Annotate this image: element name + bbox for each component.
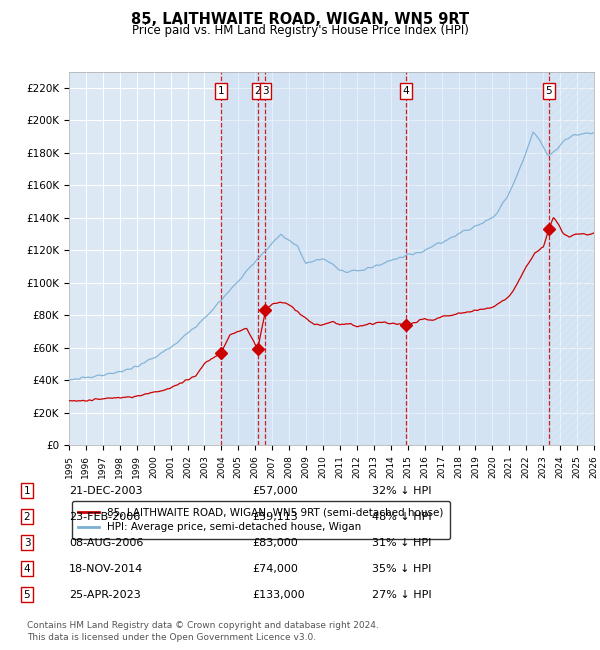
Text: 25-APR-2023: 25-APR-2023 bbox=[69, 590, 141, 600]
Text: Contains HM Land Registry data © Crown copyright and database right 2024.
This d: Contains HM Land Registry data © Crown c… bbox=[27, 621, 379, 642]
Text: 4: 4 bbox=[23, 564, 31, 574]
Bar bbox=[221, 72, 548, 445]
Text: 21-DEC-2003: 21-DEC-2003 bbox=[69, 486, 143, 496]
Text: 5: 5 bbox=[23, 590, 31, 600]
Text: 18-NOV-2014: 18-NOV-2014 bbox=[69, 564, 143, 574]
Text: 08-AUG-2006: 08-AUG-2006 bbox=[69, 538, 143, 548]
Text: £59,113: £59,113 bbox=[252, 512, 298, 522]
Text: 3: 3 bbox=[23, 538, 31, 548]
Bar bbox=[548, 72, 594, 445]
Text: 27% ↓ HPI: 27% ↓ HPI bbox=[372, 590, 431, 600]
Text: 85, LAITHWAITE ROAD, WIGAN, WN5 9RT: 85, LAITHWAITE ROAD, WIGAN, WN5 9RT bbox=[131, 12, 469, 27]
Text: 1: 1 bbox=[23, 486, 31, 496]
Text: 48% ↓ HPI: 48% ↓ HPI bbox=[372, 512, 431, 522]
Text: 31% ↓ HPI: 31% ↓ HPI bbox=[372, 538, 431, 548]
Text: 23-FEB-2006: 23-FEB-2006 bbox=[69, 512, 140, 522]
Text: 5: 5 bbox=[545, 86, 552, 96]
Text: Price paid vs. HM Land Registry's House Price Index (HPI): Price paid vs. HM Land Registry's House … bbox=[131, 24, 469, 37]
Text: 35% ↓ HPI: 35% ↓ HPI bbox=[372, 564, 431, 574]
Text: 32% ↓ HPI: 32% ↓ HPI bbox=[372, 486, 431, 496]
Text: £74,000: £74,000 bbox=[252, 564, 298, 574]
Text: £57,000: £57,000 bbox=[252, 486, 298, 496]
Text: 2: 2 bbox=[23, 512, 31, 522]
Text: 2: 2 bbox=[254, 86, 261, 96]
Text: £133,000: £133,000 bbox=[252, 590, 305, 600]
Text: 1: 1 bbox=[218, 86, 224, 96]
Text: 3: 3 bbox=[262, 86, 269, 96]
Text: 4: 4 bbox=[403, 86, 409, 96]
Text: £83,000: £83,000 bbox=[252, 538, 298, 548]
Legend: 85, LAITHWAITE ROAD, WIGAN, WN5 9RT (semi-detached house), HPI: Average price, s: 85, LAITHWAITE ROAD, WIGAN, WN5 9RT (sem… bbox=[71, 501, 449, 539]
